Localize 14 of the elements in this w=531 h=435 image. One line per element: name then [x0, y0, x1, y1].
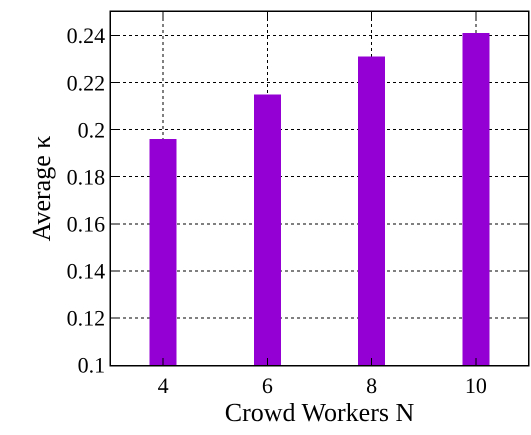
x-tick-label: 4	[158, 372, 169, 398]
y-tick-label: 0.12	[66, 306, 106, 331]
y-tick-label: 0.16	[66, 212, 106, 236]
y-tick-label: 0.14	[66, 258, 106, 284]
y-tick-label: 0.24	[66, 23, 106, 48]
y-tick-label: 0.1	[78, 352, 106, 378]
y-tick-label: 0.2	[78, 117, 106, 142]
x-axis-title: Crowd Workers N	[224, 398, 414, 427]
x-tick-label: 6	[262, 372, 273, 398]
y-axis-title: Average κ	[27, 136, 56, 242]
y-tick-label: 0.18	[66, 164, 106, 190]
y-tick-label: 0.22	[66, 70, 106, 96]
x-tick-label: 8	[366, 372, 378, 398]
x-tick-label: 10	[464, 372, 487, 398]
